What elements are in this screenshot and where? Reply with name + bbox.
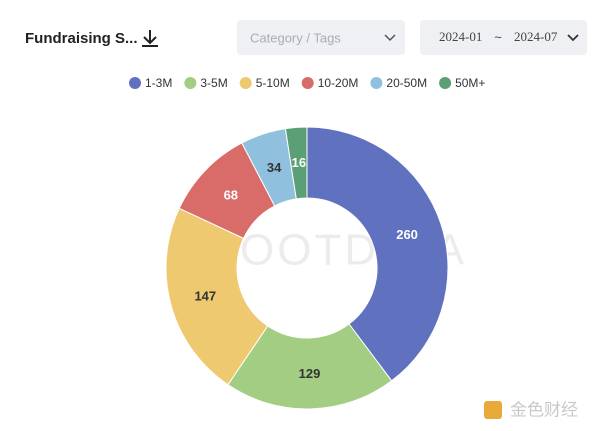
select-box [237, 20, 405, 55]
legend-marker [129, 77, 141, 89]
data-label: 68 [224, 187, 238, 202]
legend: 1-3M 3-5M 5-10M 10-20M 20-50M 50M+ [129, 76, 485, 90]
legend-label: 50M+ [455, 76, 485, 90]
download-button[interactable] [142, 30, 158, 47]
select-placeholder: Category / Tags [250, 30, 341, 45]
date-box [420, 20, 587, 55]
chart-title: Fundraising S... [25, 30, 138, 47]
donut-segment [284, 126, 308, 200]
legend-marker [301, 77, 314, 89]
data-label: 147 [194, 288, 216, 303]
legend-label: 5-10M [256, 76, 290, 90]
data-label: 16 [292, 155, 306, 170]
date-end: 2024-07 [514, 29, 558, 44]
legend-marker [370, 77, 383, 89]
legend-marker [439, 77, 452, 89]
data-label: 129 [299, 366, 321, 381]
date-separator: ~ [494, 29, 502, 44]
chevron [567, 34, 579, 42]
chevron [384, 34, 396, 42]
watermark-logo [484, 401, 502, 419]
date-start: 2024-01 [439, 29, 482, 44]
download-icon [142, 30, 158, 47]
data-label: 260 [396, 227, 418, 242]
donut-segment [227, 323, 393, 410]
legend-label: 20-50M [386, 76, 427, 90]
legend-label: 3-5M [200, 76, 227, 90]
donut-chart: 260 129 147 68 34 16 [165, 126, 449, 410]
legend-marker [184, 77, 197, 89]
date-range[interactable]: 2024-01 ~ 2024-07 [420, 20, 587, 55]
category-select[interactable]: Category / Tags [237, 20, 405, 55]
legend-marker [239, 77, 252, 89]
data-label: 34 [267, 160, 282, 175]
donut-segment [306, 126, 449, 382]
legend-label: 10-20M [318, 76, 359, 90]
watermark: 金色财经 [510, 400, 578, 419]
donut-segment [165, 207, 269, 386]
legend-label: 1-3M [145, 76, 172, 90]
